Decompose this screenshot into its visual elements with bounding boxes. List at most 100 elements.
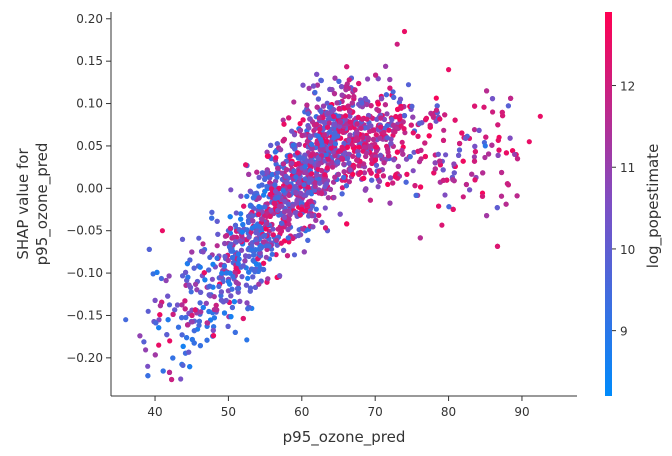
data-point <box>216 283 222 289</box>
data-point <box>250 274 256 280</box>
data-point <box>215 231 221 237</box>
data-point <box>371 127 377 133</box>
data-point <box>143 347 149 353</box>
data-point <box>270 226 276 232</box>
data-point <box>152 352 158 358</box>
data-point <box>318 77 324 84</box>
colorbar-ticks: 9 10 11 12 <box>612 80 635 339</box>
data-point <box>298 190 304 196</box>
data-point <box>418 184 424 190</box>
data-point <box>422 140 428 146</box>
data-point <box>300 117 306 123</box>
data-point <box>467 187 473 193</box>
data-point <box>232 222 239 228</box>
data-point <box>274 141 280 147</box>
data-point <box>435 151 441 157</box>
data-point <box>246 234 252 240</box>
data-point <box>196 318 202 324</box>
data-point <box>284 167 290 173</box>
data-point <box>282 199 288 205</box>
data-point <box>377 152 384 158</box>
data-point <box>437 158 443 164</box>
data-point <box>439 222 445 228</box>
data-point <box>329 159 335 165</box>
data-point <box>382 102 388 108</box>
data-point <box>376 168 382 174</box>
data-point <box>495 152 501 158</box>
data-point <box>314 104 320 110</box>
data-point <box>293 174 299 180</box>
data-point <box>346 137 352 143</box>
data-point <box>278 240 284 246</box>
data-point <box>347 113 353 119</box>
data-point <box>227 225 233 231</box>
data-point <box>335 171 341 177</box>
data-point <box>249 213 255 219</box>
data-point <box>339 155 345 161</box>
data-point <box>383 92 389 98</box>
data-point <box>321 132 327 138</box>
data-point <box>256 223 262 229</box>
data-point <box>218 297 224 303</box>
data-point <box>209 209 215 215</box>
y-tick-label: −0.05 <box>66 224 103 238</box>
data-point <box>351 94 357 100</box>
axes <box>110 12 577 397</box>
data-point <box>317 126 323 132</box>
data-point <box>221 310 228 316</box>
data-point <box>172 307 178 313</box>
data-point <box>341 169 347 175</box>
data-point <box>277 273 283 279</box>
data-point <box>400 151 406 157</box>
data-point <box>246 269 252 275</box>
data-point <box>231 299 237 305</box>
data-point <box>359 100 365 106</box>
data-point <box>344 64 350 70</box>
data-point <box>296 180 302 186</box>
data-point <box>489 96 496 102</box>
y-tick-label: 0.05 <box>76 139 103 153</box>
data-point <box>156 317 162 323</box>
data-point <box>479 193 486 199</box>
data-point <box>179 315 185 321</box>
data-point <box>367 167 373 173</box>
data-point <box>283 173 289 179</box>
data-point <box>310 224 316 230</box>
data-point <box>225 257 231 263</box>
data-point <box>302 176 308 182</box>
data-point <box>209 215 215 221</box>
data-point <box>137 333 143 339</box>
data-point <box>250 257 256 264</box>
data-point <box>417 235 423 241</box>
data-point <box>472 103 478 109</box>
data-point <box>431 170 437 176</box>
data-point <box>246 253 252 259</box>
data-point <box>219 270 225 276</box>
data-point <box>289 128 295 134</box>
data-point <box>456 147 463 153</box>
data-point <box>319 190 325 197</box>
data-point <box>275 194 281 201</box>
y-axis-label-line: p95_ozone_pred <box>33 143 52 266</box>
data-point <box>238 193 244 199</box>
data-point <box>511 151 518 157</box>
data-point <box>258 245 264 251</box>
data-point <box>495 122 501 128</box>
data-point <box>380 173 386 179</box>
data-point <box>224 232 230 239</box>
data-point <box>337 119 344 125</box>
data-point <box>294 150 301 156</box>
data-point <box>267 213 273 219</box>
data-point <box>394 41 400 47</box>
data-point <box>442 112 448 118</box>
data-point <box>387 76 393 83</box>
data-point <box>381 129 387 136</box>
data-point <box>471 127 478 133</box>
data-point <box>198 289 204 295</box>
data-point <box>238 216 244 222</box>
data-point <box>297 212 303 218</box>
data-point <box>499 109 505 115</box>
data-point <box>354 130 360 136</box>
data-point <box>347 109 353 115</box>
data-point <box>379 96 385 102</box>
